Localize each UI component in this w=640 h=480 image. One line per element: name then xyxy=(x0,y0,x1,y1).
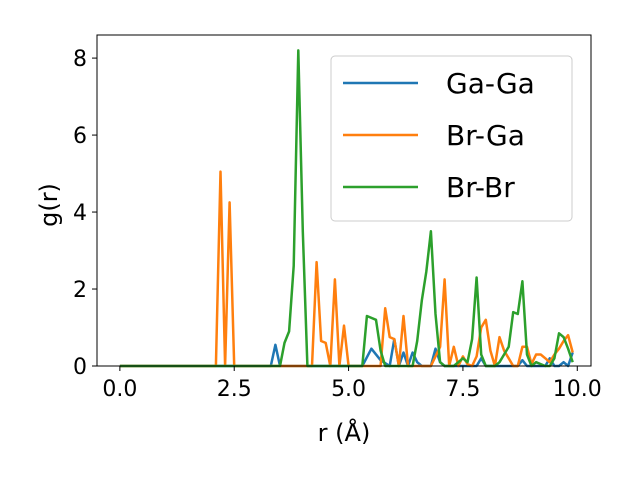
legend-label: Br-Ga xyxy=(446,119,525,152)
y-tick-label: 8 xyxy=(73,47,87,72)
legend-label: Ga-Ga xyxy=(446,67,535,100)
legend-box xyxy=(330,55,573,222)
y-axis-label: g(r) xyxy=(35,183,63,227)
y-tick-label: 4 xyxy=(73,201,87,226)
y-tick-label: 6 xyxy=(73,124,87,149)
x-tick-label: 10.0 xyxy=(553,377,602,402)
x-axis-label: r (Å) xyxy=(318,418,371,447)
series-line-0 xyxy=(119,337,574,368)
x-tick-label: 5.0 xyxy=(331,377,366,402)
x-tick-label: 0.0 xyxy=(102,377,137,402)
plot-frame xyxy=(96,34,592,367)
x-axis: 0.0 2.5 5.0 7.5 10.0 xyxy=(102,366,602,402)
y-tick-label: 0 xyxy=(73,355,87,380)
x-tick-label: 2.5 xyxy=(217,377,252,402)
y-tick-label: 2 xyxy=(73,278,87,303)
legend: Ga-Ga Br-Ga Br-Br xyxy=(330,55,573,222)
legend-label: Br-Br xyxy=(446,171,515,204)
x-tick-label: 7.5 xyxy=(445,377,480,402)
y-axis: 0 2 4 6 8 xyxy=(73,47,97,380)
